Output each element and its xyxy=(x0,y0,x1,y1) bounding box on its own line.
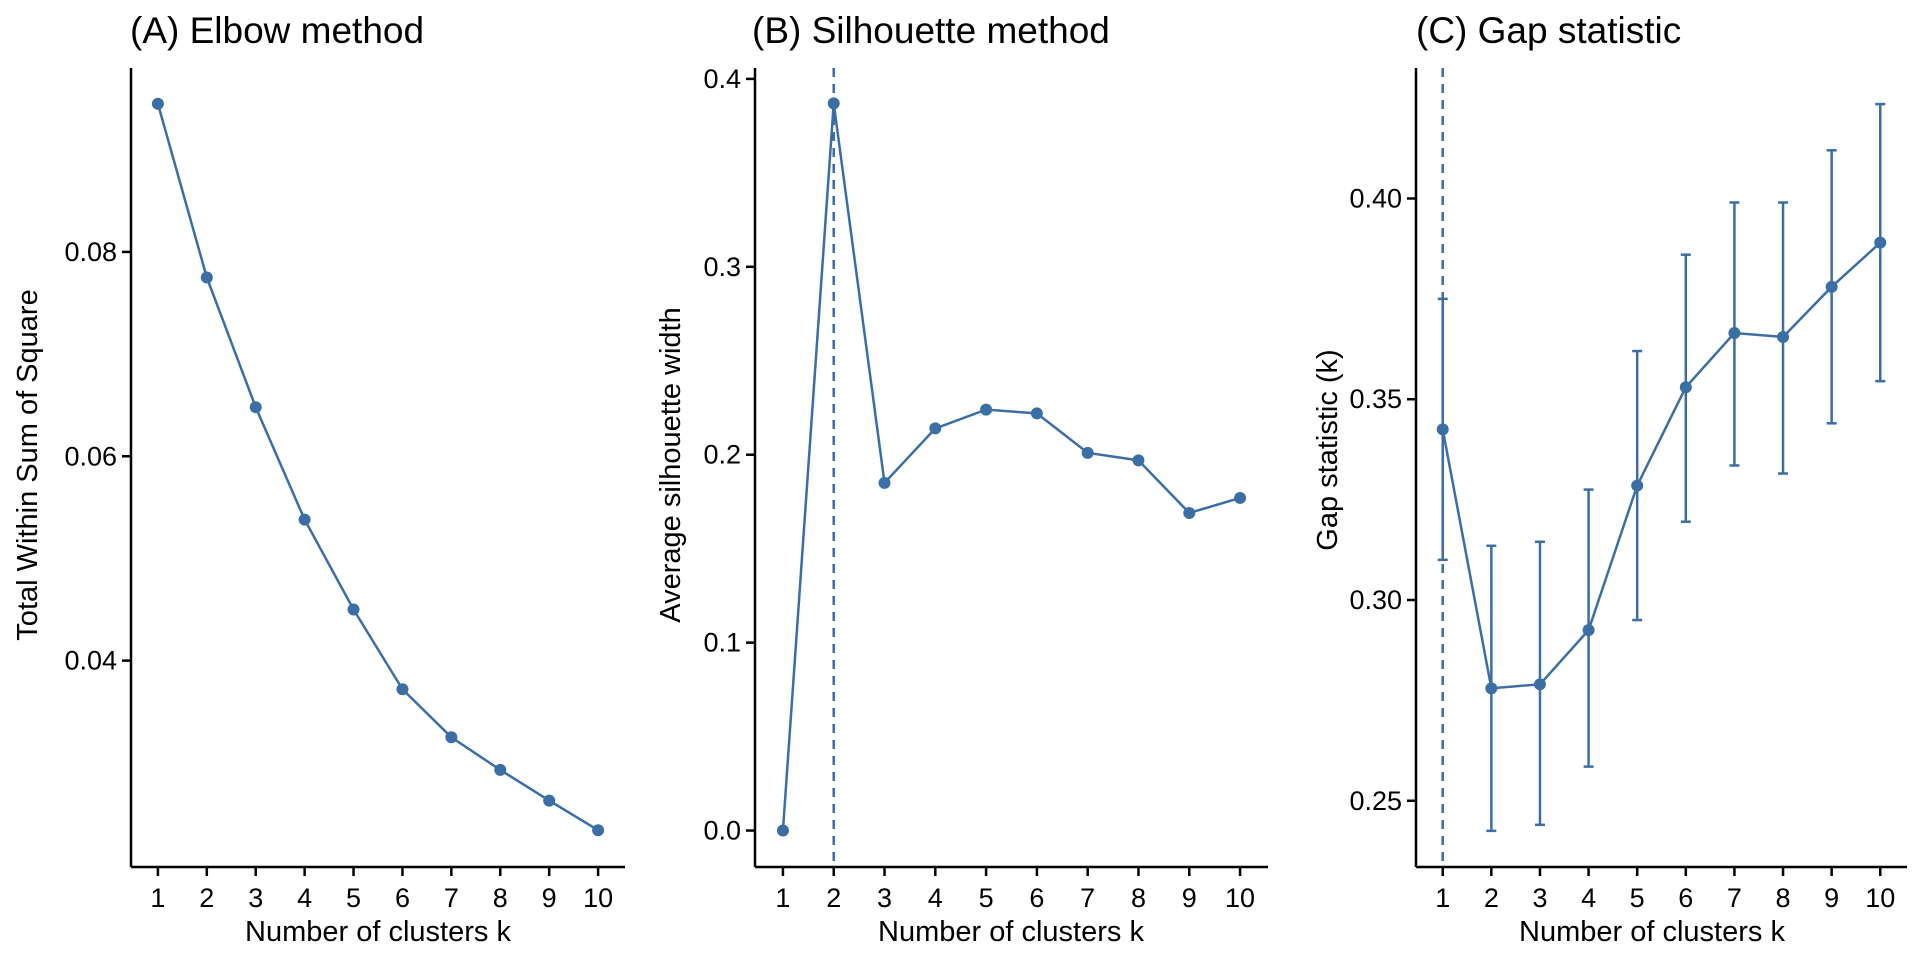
x-tick-label: 4 xyxy=(1581,883,1596,913)
data-point xyxy=(1030,407,1043,420)
x-tick-label: 7 xyxy=(1080,883,1095,913)
x-tick-label: 3 xyxy=(877,883,892,913)
data-point xyxy=(1132,454,1145,467)
data-point xyxy=(592,824,605,837)
data-point xyxy=(445,731,458,744)
y-axis-label: Total Within Sum of Square xyxy=(12,289,44,640)
x-tick-label: 4 xyxy=(297,883,312,913)
data-point xyxy=(543,794,556,807)
x-tick-label: 3 xyxy=(1532,883,1547,913)
data-point xyxy=(494,763,507,776)
y-tick-label: 0.04 xyxy=(64,646,117,676)
x-tick-label: 3 xyxy=(248,883,263,913)
data-point xyxy=(1183,506,1196,519)
y-tick-label: 0.0 xyxy=(703,816,741,846)
x-tick-label: 6 xyxy=(395,883,410,913)
y-tick-label: 0.25 xyxy=(1349,786,1402,816)
data-point xyxy=(1485,682,1498,695)
x-tick-label: 6 xyxy=(1029,883,1044,913)
data-point xyxy=(1825,280,1838,293)
x-axis-label: Number of clusters k xyxy=(1519,916,1785,948)
x-tick-label: 10 xyxy=(1865,883,1895,913)
data-point xyxy=(980,403,993,416)
x-tick-label: 1 xyxy=(1435,883,1450,913)
x-tick-label: 2 xyxy=(826,883,841,913)
y-tick-label: 0.30 xyxy=(1349,585,1402,615)
panel-title: (A) Elbow method xyxy=(130,10,424,51)
x-tick-label: 1 xyxy=(775,883,790,913)
x-tick-label: 5 xyxy=(979,883,994,913)
series-line xyxy=(1441,241,1882,690)
data-point xyxy=(249,401,262,414)
panel-gap-statistic: (C) Gap statistic Number of clusters k G… xyxy=(1312,10,1907,948)
x-axis-label: Number of clusters k xyxy=(878,916,1144,948)
x-tick-label: 5 xyxy=(1630,883,1645,913)
data-point xyxy=(1436,423,1449,436)
series-line xyxy=(156,103,599,832)
x-tick-label: 6 xyxy=(1678,883,1693,913)
y-tick-label: 0.06 xyxy=(64,441,117,471)
x-axis-label: Number of clusters k xyxy=(245,916,511,948)
panel-elbow: (A) Elbow method Number of clusters k To… xyxy=(12,10,625,948)
data-point xyxy=(1777,331,1790,344)
panel-silhouette: (B) Silhouette method Number of clusters… xyxy=(655,10,1268,948)
y-tick-label: 0.4 xyxy=(703,64,741,94)
y-tick-label: 0.2 xyxy=(703,440,741,470)
x-tick-label: 10 xyxy=(1225,883,1255,913)
y-axis-label: Average silhouette width xyxy=(655,307,687,622)
panel-title: (B) Silhouette method xyxy=(752,10,1110,51)
data-point xyxy=(827,97,840,110)
panel-title: (C) Gap statistic xyxy=(1416,10,1681,51)
data-point xyxy=(1533,678,1546,691)
x-tick-label: 2 xyxy=(1484,883,1499,913)
x-tick-label: 8 xyxy=(493,883,508,913)
y-axis-label: Gap statistic (k) xyxy=(1312,349,1344,550)
data-point xyxy=(1874,236,1887,249)
x-tick-label: 7 xyxy=(1727,883,1742,913)
y-tick-label: 0.08 xyxy=(64,237,117,267)
y-tick-label: 0.35 xyxy=(1349,384,1402,414)
x-tick-label: 2 xyxy=(199,883,214,913)
data-point xyxy=(776,824,789,837)
series-line xyxy=(781,103,1241,831)
data-point xyxy=(396,683,409,696)
y-tick-label: 0.3 xyxy=(703,252,741,282)
data-point xyxy=(1081,446,1094,459)
y-tick-label: 0.1 xyxy=(703,628,741,658)
x-tick-label: 9 xyxy=(1182,883,1197,913)
x-tick-label: 1 xyxy=(150,883,165,913)
data-point xyxy=(1679,381,1692,394)
data-point xyxy=(298,513,311,526)
x-tick-label: 4 xyxy=(928,883,943,913)
data-point xyxy=(200,271,213,284)
data-point xyxy=(878,476,891,489)
x-tick-label: 8 xyxy=(1131,883,1146,913)
x-tick-label: 10 xyxy=(583,883,613,913)
y-tick-label: 0.40 xyxy=(1349,183,1402,213)
data-point xyxy=(151,97,164,110)
data-point xyxy=(1582,624,1595,637)
data-point xyxy=(1234,491,1247,504)
data-point xyxy=(1728,326,1741,339)
data-point xyxy=(1631,479,1644,492)
data-point xyxy=(929,422,942,435)
x-tick-label: 9 xyxy=(542,883,557,913)
data-point xyxy=(347,603,360,616)
x-tick-label: 7 xyxy=(444,883,459,913)
x-tick-label: 5 xyxy=(346,883,361,913)
x-tick-label: 9 xyxy=(1824,883,1839,913)
x-tick-label: 8 xyxy=(1776,883,1791,913)
